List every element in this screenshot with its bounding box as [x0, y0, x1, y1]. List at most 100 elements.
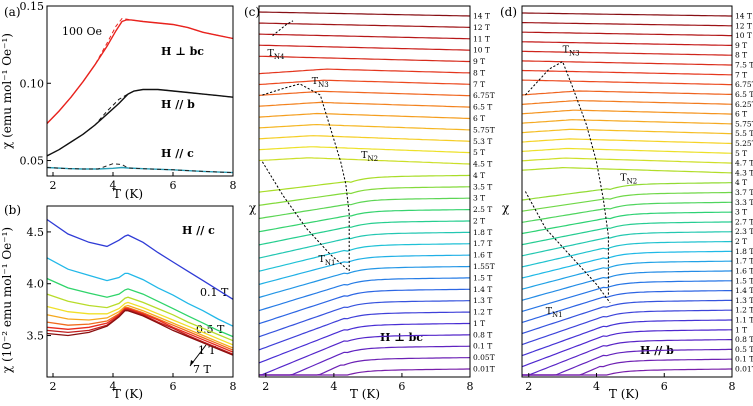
panel-d-curve-31: [521, 319, 732, 357]
panel-c-annotation-perp-bc: H ⊥ bc: [380, 331, 423, 344]
panel-d-field-label-17: 4 T: [735, 178, 747, 187]
panel-b-series-3: [46, 293, 234, 342]
panel-c-curve-3: [258, 44, 471, 51]
panel-d-curve-5: [521, 60, 732, 66]
panel-d-field-label-15: 4.7 T: [735, 159, 753, 168]
panel-a: (a) 100 Oe H ⊥ bc H // b H // c χ (emu m…: [0, 0, 237, 201]
panel-c-ylabel: χ: [249, 201, 257, 215]
panel-c-field-label-10: 5.75T: [473, 125, 495, 134]
panel-c-curve-17: [258, 209, 470, 233]
panel-d-field-label-31: 1.1 T: [735, 315, 753, 324]
panel-c-field-label-19: 1.8 T: [473, 228, 492, 237]
panel-d-field-label-7: 6.75T: [735, 80, 753, 89]
panel-c-curve-16: [258, 197, 470, 220]
panel-c-field-label-30: 0.05T: [473, 353, 495, 362]
panel-a-xtick-label-4: 4: [110, 179, 117, 192]
panel-a-frame: [46, 5, 234, 177]
panel-a-xtick-label-6: 6: [170, 179, 177, 192]
panel-c-field-label-28: 0.8 T: [473, 330, 492, 339]
panel-c-field-label-17: 2.5 T: [473, 205, 492, 214]
panel-a-xlabel: T (K): [113, 187, 143, 201]
panel-d-field-label-18: 3.7 T: [735, 188, 753, 197]
panel-a-ytick-label-2: 0.15: [20, 0, 45, 13]
panel-b-series-4: [46, 301, 234, 346]
panel-d-field-label-1: 12 T: [735, 21, 752, 30]
panel-a-series-1-dashed: [46, 89, 234, 157]
panel-c-field-label-5: 8 T: [473, 68, 485, 77]
panel-c-field-label-16: 3 T: [473, 194, 485, 203]
panel-d-field-label-2: 10 T: [735, 31, 752, 40]
panel-c-transition-label-3: TN1: [319, 254, 336, 267]
panel-b-series-1: [46, 257, 234, 327]
panel-a-xtick-label-2: 2: [50, 179, 57, 192]
panel-c-field-label-6: 7 T: [473, 80, 485, 89]
panel-c-field-label-24: 1.4 T: [473, 285, 492, 294]
panel-c-curve-25: [258, 300, 470, 338]
panel-d-curve-3: [522, 41, 732, 46]
panel-c-field-label-9: 6 T: [473, 114, 485, 123]
panel-c-curve-22: [258, 265, 471, 299]
panel-a-annotation-perp-bc: H ⊥ bc: [161, 45, 204, 58]
panel-d-field-label-36: 0.01T: [735, 365, 753, 374]
panel-d-phase-boundary-0: [525, 60, 609, 296]
panel-d-curve-22: [521, 231, 733, 257]
panel-b-series-9: [46, 310, 234, 356]
panel-d-curve-16: [521, 166, 733, 174]
panel-d-curve-32: [521, 329, 732, 368]
panel-d-field-label-10: 6 T: [735, 110, 747, 119]
panel-d-field-label-12: 5.5 T: [735, 129, 753, 138]
panel-c-curve-10: [258, 123, 471, 131]
panel-d-label: (d): [500, 5, 517, 19]
panel-c-curve-19: [258, 231, 470, 259]
panel-d-curve-18: [521, 191, 732, 212]
panel-a-series-0-dashed: [46, 17, 234, 124]
panel-d-curve-7: [521, 79, 732, 86]
panel-c-phase-boundary-0: [272, 20, 294, 37]
panel-d-curve-17: [521, 182, 732, 201]
panel-c-field-label-13: 4.5 T: [473, 160, 492, 169]
panel-b-annotation-par-c: H // c: [182, 224, 215, 237]
panel-b-xtick-label-8: 8: [230, 380, 237, 393]
panel-c-field-label-11: 5.3 T: [473, 137, 492, 146]
panel-d-curve-8: [521, 90, 732, 96]
panel-d-curve-14: [521, 147, 733, 154]
panel-c-curve-24: [258, 288, 470, 325]
panel-c-curve-7: [258, 90, 471, 97]
panel-d-field-label-19: 3.3 T: [735, 198, 753, 207]
panel-c-phase-boundary-2: [261, 161, 348, 270]
panel-d-field-label-13: 5.25T: [735, 139, 753, 148]
panel-c-field-label-3: 10 T: [473, 46, 490, 55]
panel-c-field-label-15: 3.5 T: [473, 182, 492, 191]
panel-c-label: (c): [244, 5, 260, 19]
panel-c-curve-21: [258, 254, 471, 285]
panel-d-curve-12: [521, 128, 733, 135]
panel-d-field-label-14: 5 T: [735, 149, 747, 158]
panel-d-curve-20: [521, 211, 733, 235]
panel-c-xtick-label-2: 2: [262, 380, 269, 393]
panel-d-field-label-23: 2 T: [735, 237, 747, 246]
panel-d-field-label-8: 6.5 T: [735, 90, 753, 99]
panel-c-field-label-8: 6.5 T: [473, 103, 492, 112]
panel-c-curve-9: [258, 112, 471, 120]
panel-b-ytick-label-0: 3.5: [27, 330, 45, 343]
panel-d-curve-27: [521, 280, 732, 312]
panel-d-ylabel: χ: [502, 201, 510, 215]
panel-c-xtick-label-4: 4: [330, 380, 337, 393]
panel-c-field-label-31: 0.01T: [473, 365, 495, 374]
panel-d-field-label-35: 0.1 T: [735, 355, 753, 364]
panel-d-field-label-33: 0.8 T: [735, 335, 753, 344]
panel-c-curve-26: [258, 311, 470, 351]
panel-b-ytick-label-2: 4.5: [27, 226, 45, 239]
panel-c-field-label-4: 9 T: [473, 57, 485, 66]
panel-c-field-label-1: 12 T: [473, 23, 490, 32]
panel-d-curve-26: [521, 270, 733, 301]
panel-d-field-label-32: 1 T: [735, 325, 747, 334]
panel-c-transition-label-0: TN4: [268, 48, 285, 61]
panel-c-field-label-29: 0.1 T: [473, 342, 492, 351]
panel-d-phase-boundary-1: [524, 191, 611, 304]
panel-d-curve-30: [521, 309, 732, 346]
panel-b-series-2: [46, 277, 234, 338]
panel-d-field-label-0: 14 T: [735, 12, 752, 21]
panel-d-field-label-30: 1.2 T: [735, 306, 753, 315]
panel-a-xtick-label-8: 8: [230, 179, 237, 192]
